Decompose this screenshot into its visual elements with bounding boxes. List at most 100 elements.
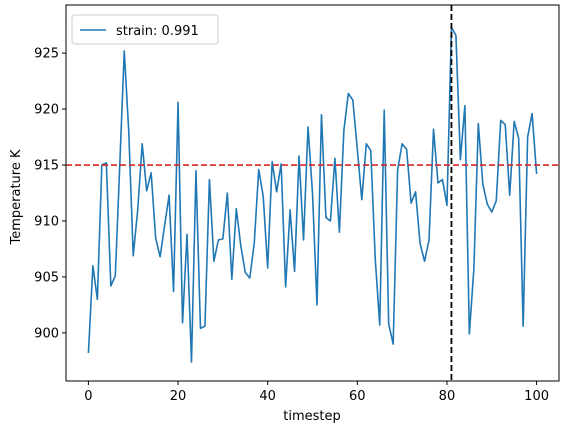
data-point xyxy=(486,203,488,205)
data-point xyxy=(414,191,416,193)
data-point xyxy=(293,270,295,272)
data-point xyxy=(222,238,224,240)
data-point xyxy=(199,327,201,329)
data-point xyxy=(159,256,161,258)
data-point xyxy=(509,194,511,196)
y-tick-label: 910 xyxy=(34,214,59,229)
data-point xyxy=(405,148,407,150)
data-point xyxy=(231,278,233,280)
data-point xyxy=(298,155,300,157)
x-axis-label: timestep xyxy=(283,409,341,424)
y-tick-label: 915 xyxy=(34,159,59,174)
data-point xyxy=(370,149,372,151)
data-point xyxy=(513,120,515,122)
x-tick-label: 60 xyxy=(349,389,366,404)
data-point xyxy=(329,220,331,222)
data-point xyxy=(92,265,94,267)
data-point xyxy=(495,200,497,202)
data-point xyxy=(392,343,394,345)
data-point xyxy=(163,224,165,226)
data-point xyxy=(87,352,89,354)
x-tick-label: 80 xyxy=(439,389,456,404)
x-tick-label: 40 xyxy=(259,389,276,404)
plot-frame xyxy=(65,4,560,382)
data-point xyxy=(271,160,273,162)
data-point xyxy=(325,216,327,218)
data-point xyxy=(284,286,286,288)
data-point xyxy=(383,109,385,111)
data-point xyxy=(249,277,251,279)
data-point xyxy=(172,290,174,292)
data-point xyxy=(316,304,318,306)
legend: strain: 0.991 xyxy=(71,14,219,45)
data-point xyxy=(128,130,130,132)
data-point xyxy=(343,129,345,131)
data-point xyxy=(154,237,156,239)
data-point xyxy=(307,126,309,128)
data-point xyxy=(410,202,412,204)
data-point xyxy=(352,99,354,101)
data-point xyxy=(347,92,349,94)
data-point xyxy=(266,267,268,269)
data-point xyxy=(289,209,291,211)
data-point xyxy=(477,122,479,124)
data-point xyxy=(446,204,448,206)
data-point xyxy=(459,158,461,160)
series-line-0 xyxy=(87,26,538,363)
x-tick-label: 20 xyxy=(170,389,187,404)
legend-label: strain: 0.991 xyxy=(116,24,199,39)
data-point xyxy=(517,137,519,139)
data-point xyxy=(455,34,457,36)
data-point xyxy=(177,101,179,103)
axes: 0 20 40 60 80 100 900 905 910 915 920 925 xyxy=(34,4,560,404)
data-point xyxy=(365,143,367,145)
data-point xyxy=(141,143,143,145)
data-point xyxy=(181,322,183,324)
data-point xyxy=(208,178,210,180)
plot-area xyxy=(66,5,559,381)
data-point xyxy=(235,207,237,209)
data-point xyxy=(96,298,98,300)
data-point xyxy=(186,233,188,235)
y-tick-label: 905 xyxy=(34,270,59,285)
data-point xyxy=(356,148,358,150)
data-point xyxy=(262,195,264,197)
data-point xyxy=(240,244,242,246)
data-point xyxy=(419,242,421,244)
y-tick-label: 920 xyxy=(34,103,59,118)
data-point xyxy=(535,173,537,175)
data-point xyxy=(473,268,475,270)
data-point xyxy=(137,209,139,211)
x-tick-label: 100 xyxy=(524,389,549,404)
data-point xyxy=(110,285,112,287)
data-point xyxy=(464,105,466,107)
data-point xyxy=(379,324,381,326)
data-point xyxy=(204,325,206,327)
legend-frame xyxy=(71,14,219,45)
data-point xyxy=(195,169,197,171)
y-tick-label: 900 xyxy=(34,326,59,341)
data-point xyxy=(275,191,277,193)
data-point xyxy=(522,325,524,327)
data-point xyxy=(428,239,430,241)
data-point xyxy=(311,192,313,194)
data-point xyxy=(150,172,152,174)
data-point xyxy=(504,124,506,126)
data-point xyxy=(437,182,439,184)
data-point xyxy=(482,183,484,185)
data-point xyxy=(531,112,533,114)
data-point xyxy=(526,136,528,138)
data-point xyxy=(168,194,170,196)
data-point xyxy=(258,168,260,170)
x-tick-label: 0 xyxy=(84,389,92,404)
data-point xyxy=(217,239,219,241)
data-point xyxy=(500,119,502,121)
data-point xyxy=(361,199,363,201)
data-point xyxy=(387,323,389,325)
data-point xyxy=(401,143,403,145)
data-point xyxy=(334,157,336,159)
data-point xyxy=(423,260,425,262)
data-point xyxy=(302,239,304,241)
data-point xyxy=(468,333,470,335)
